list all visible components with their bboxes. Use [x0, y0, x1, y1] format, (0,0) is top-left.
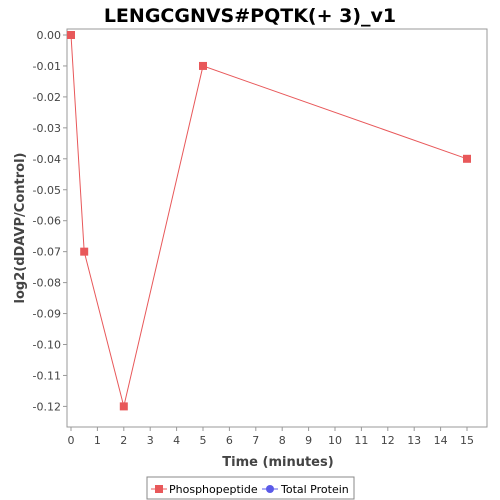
y-tick-label: -0.09: [33, 308, 61, 321]
data-point-phosphopeptide: [199, 61, 207, 70]
y-tick-label: -0.03: [33, 122, 61, 135]
data-point-phosphopeptide: [119, 402, 128, 411]
x-tick-label: 9: [305, 434, 312, 447]
series-layer: [67, 31, 471, 411]
x-tick-label: 0: [68, 434, 75, 447]
legend-label-total-protein: Total Protein: [280, 483, 349, 496]
y-tick-label: -0.11: [33, 369, 61, 382]
x-tick-label: 11: [354, 434, 368, 447]
x-tick-label: 10: [328, 434, 342, 447]
data-point-phosphopeptide: [67, 31, 75, 39]
x-tick-label: 8: [279, 434, 286, 447]
data-point-phosphopeptide: [80, 247, 89, 256]
y-tick-label: -0.04: [33, 153, 61, 166]
y-tick-label: -0.02: [33, 91, 61, 104]
x-axis-ticks: 0 1 2 3 4 5 6 7 8 9 10 11 12 13 14 15: [68, 427, 474, 447]
y-axis-label: log2(dDAVP/Control): [13, 153, 28, 304]
y-tick-label: -0.05: [33, 184, 61, 197]
chart-title: LENGCGNVS#PQTK(+ 3)_v1: [104, 5, 396, 27]
x-tick-label: 5: [200, 434, 207, 447]
y-axis-ticks: 0.00 -0.01 -0.02 -0.03 -0.04 -0.05 -0.06 -0.07 -…: [33, 29, 67, 413]
data-point-phosphopeptide: [463, 154, 471, 163]
x-tick-label: 12: [381, 434, 395, 447]
y-tick-label: 0.00: [37, 29, 62, 42]
legend-box: [146, 476, 355, 500]
x-tick-label: 15: [460, 434, 474, 447]
plot-area-frame: [66, 28, 488, 428]
legend-marker-phosphopeptide: [155, 485, 163, 493]
y-tick-label: -0.01: [33, 60, 61, 73]
x-tick-label: 6: [226, 434, 233, 447]
x-tick-label: 14: [434, 434, 448, 447]
series-line-phosphopeptide: [70, 34, 468, 407]
legend: Phosphopeptide Total Protein: [146, 476, 355, 500]
x-tick-label: 3: [147, 434, 154, 447]
x-tick-label: 7: [252, 434, 259, 447]
y-tick-label: -0.06: [33, 215, 61, 228]
y-tick-label: -0.12: [33, 400, 61, 413]
y-tick-label: -0.07: [33, 246, 61, 259]
x-tick-label: 2: [120, 434, 127, 447]
legend-marker-total-protein: [266, 485, 274, 493]
x-tick-label: 4: [173, 434, 180, 447]
y-tick-label: -0.10: [33, 339, 61, 352]
x-tick-label: 1: [94, 434, 101, 447]
x-axis-label: Time (minutes): [222, 455, 333, 470]
legend-label-phosphopeptide: Phosphopeptide: [169, 483, 258, 496]
x-tick-label: 13: [407, 434, 421, 447]
y-tick-label: -0.08: [33, 277, 61, 290]
